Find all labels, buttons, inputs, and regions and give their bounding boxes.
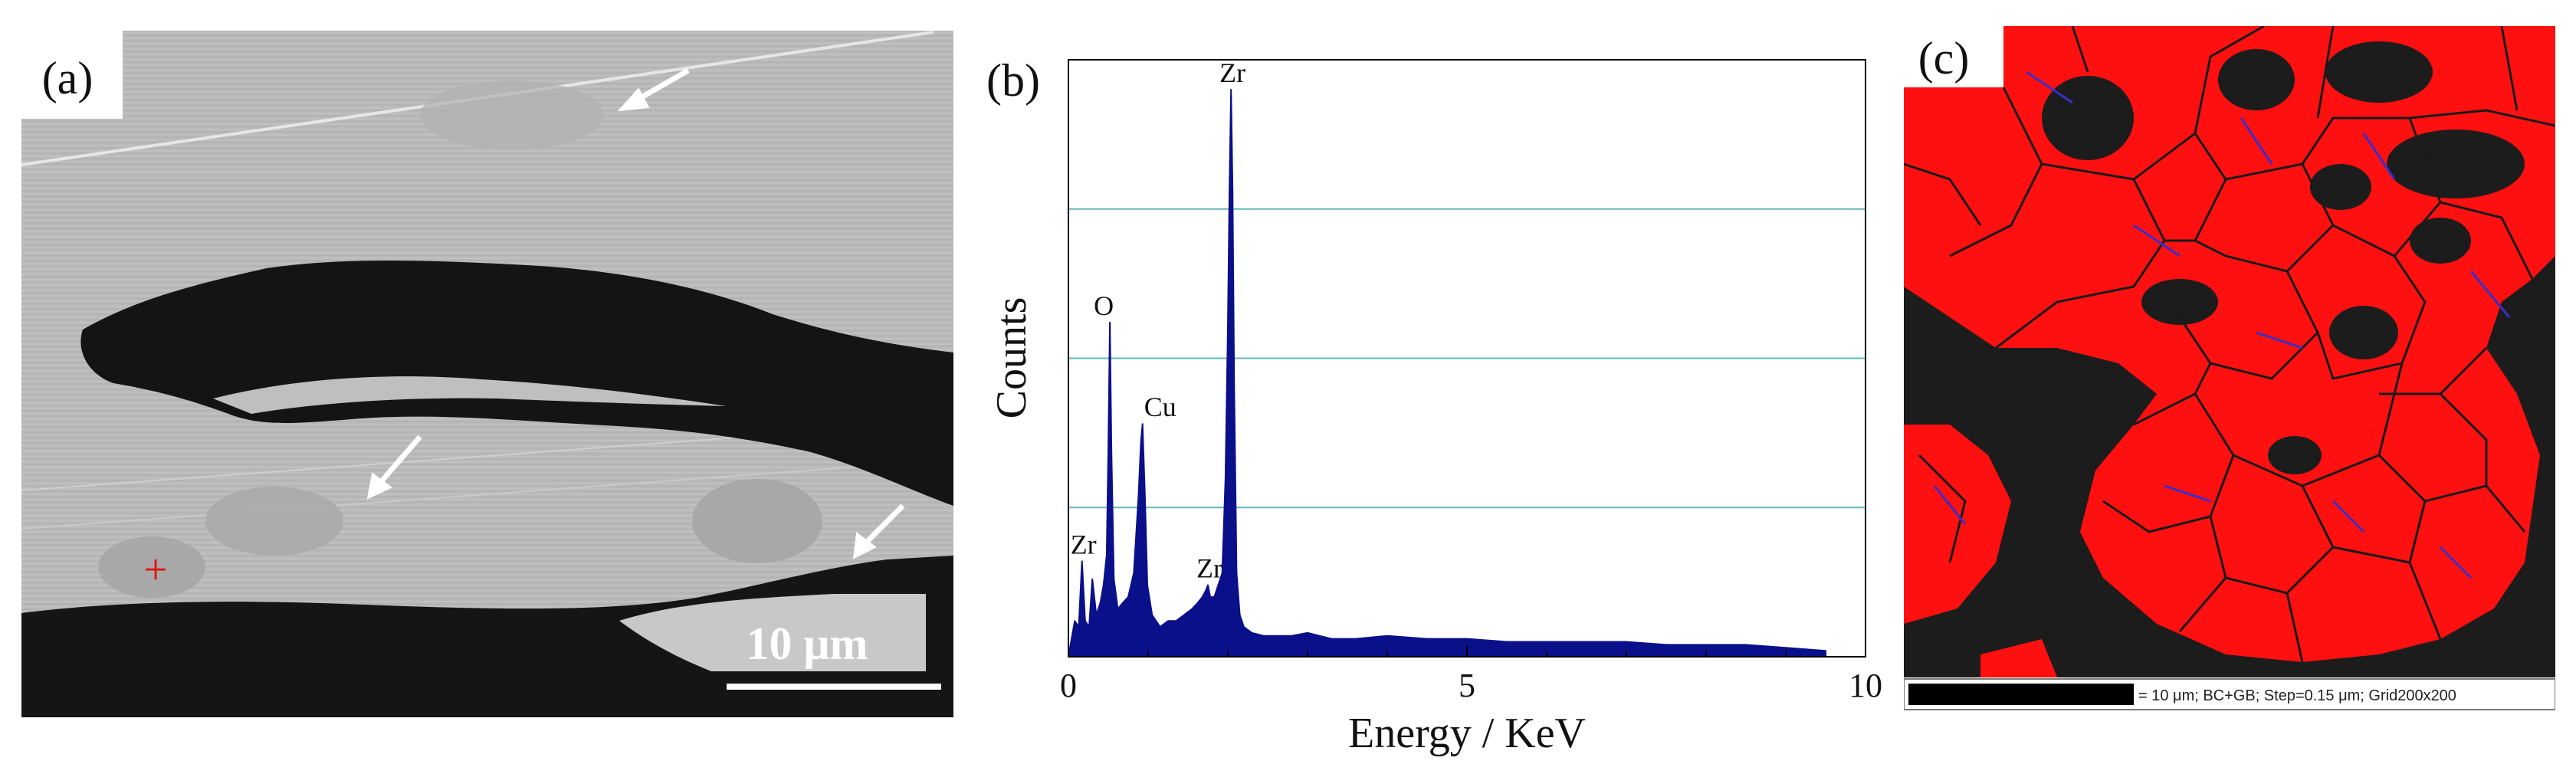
- non-indexed-area: [2268, 436, 2322, 474]
- pore-lower: [21, 556, 953, 717]
- phase-region: [1904, 425, 2011, 624]
- second-phase-region: [692, 479, 822, 563]
- pore-gap: [213, 376, 727, 414]
- non-indexed-area: [2325, 41, 2433, 103]
- grain-boundaries: [1903, 25, 2556, 663]
- arrow-icon: [366, 435, 422, 500]
- sem-image: + 10 μm (a): [21, 31, 954, 717]
- non-indexed-area: [2410, 218, 2471, 264]
- peak-label: Cu: [1144, 392, 1176, 422]
- panel-label: (c): [1918, 33, 1970, 84]
- map-caption: = 10 μm; BC+GB; Step=0.15 μm; Grid200x20…: [2138, 687, 2456, 704]
- peak-label: O: [1094, 290, 1114, 321]
- peak-label: Zr: [1196, 553, 1222, 584]
- light-particle: [619, 594, 926, 671]
- non-indexed-area: [2310, 164, 2371, 210]
- scratch: [21, 459, 954, 530]
- panel-b: (b) Zr O Cu Zr Zr 0 5 10 Energy / KeV Counts: [967, 0, 1887, 774]
- x-axis-ticks: 0 5 10: [1060, 646, 1882, 704]
- panel-c: (c) = 10 μm; BC+GB; Step=0.15 μm; Grid20…: [1903, 25, 2556, 713]
- scale-bar-label: 10 μm: [747, 618, 868, 669]
- arrow-icon: [617, 67, 690, 112]
- analysis-point-marker: +: [143, 546, 168, 594]
- phase-region: [1904, 26, 2555, 662]
- ebsd-map: (c) = 10 μm; BC+GB; Step=0.15 μm; Grid20…: [1903, 25, 2556, 710]
- panel-label: (a): [42, 53, 94, 103]
- non-indexed-area: [2218, 49, 2295, 110]
- panel-label-box: [1904, 26, 2003, 87]
- x-axis-label: Energy / KeV: [1348, 710, 1586, 757]
- y-axis-label: Counts: [988, 297, 1035, 419]
- second-phase-region: [420, 80, 604, 149]
- non-indexed-area: [2042, 76, 2134, 160]
- panel-label: (b): [986, 55, 1040, 106]
- non-indexed-area: [2141, 279, 2218, 325]
- second-phase-region: [205, 487, 343, 556]
- twin-boundaries: [1933, 71, 2511, 579]
- spectrum-area: [1068, 89, 1826, 658]
- phase-region: [1980, 639, 2057, 677]
- scale-bar: [1908, 684, 2134, 705]
- gridlines: [1068, 208, 1866, 509]
- x-tick-label: 0: [1060, 667, 1077, 704]
- arrow-icon: [852, 503, 905, 559]
- eds-chart: (b) Zr O Cu Zr Zr 0 5 10 Energy / KeV Counts: [986, 55, 1882, 757]
- panel-a: + 10 μm (a): [21, 31, 954, 717]
- x-tick-label: 5: [1459, 667, 1475, 704]
- non-indexed-area: [2387, 130, 2525, 198]
- second-phase-region: [98, 536, 205, 598]
- peak-label: Zr: [1219, 57, 1245, 88]
- spectrum: [1068, 89, 1826, 658]
- panel-label-box: [21, 31, 123, 119]
- x-tick-label: 10: [1849, 667, 1882, 704]
- non-indexed-area: [2329, 306, 2398, 359]
- peak-labels: Zr O Cu Zr Zr: [1071, 57, 1245, 584]
- peak-label: Zr: [1071, 529, 1097, 559]
